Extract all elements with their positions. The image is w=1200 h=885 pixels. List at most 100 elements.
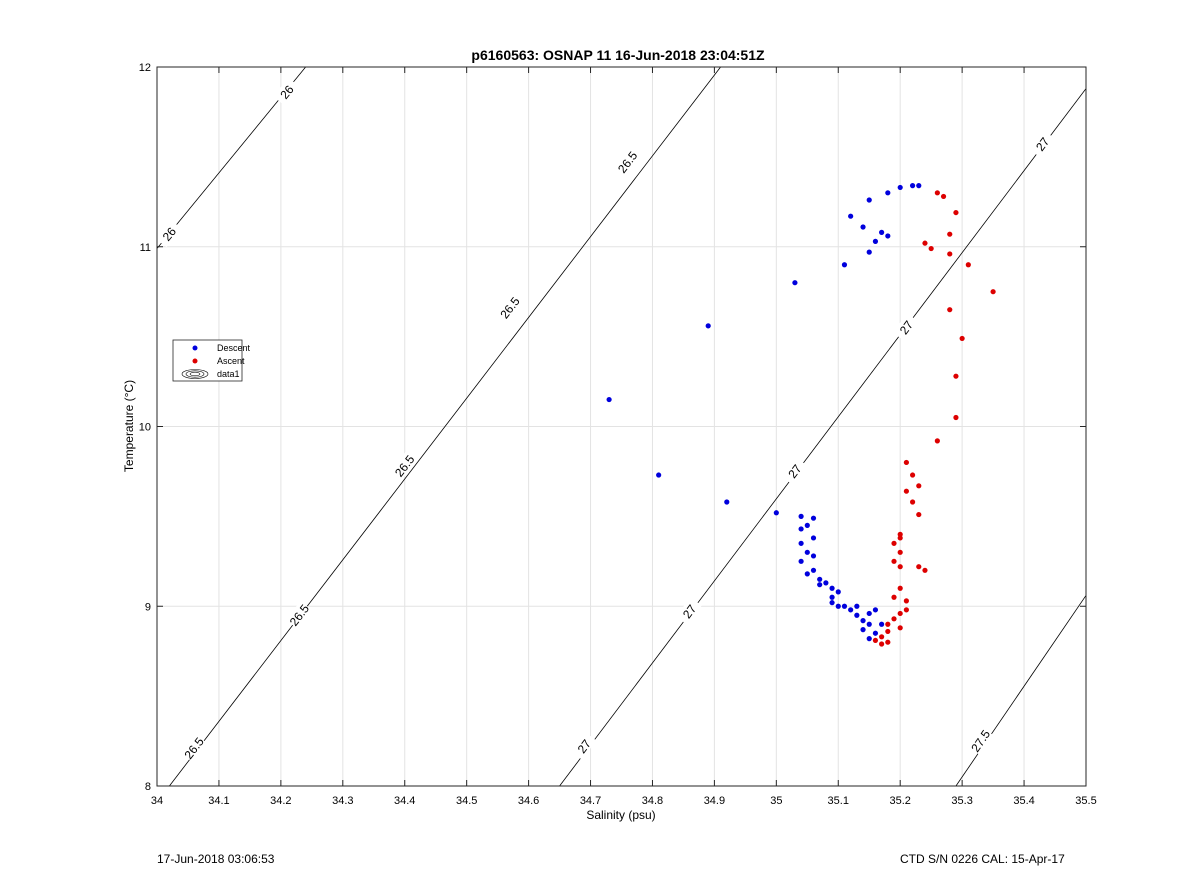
footer-timestamp: 17-Jun-2018 03:06:53 [157,852,275,866]
ascent-point [916,483,922,489]
descent-point [866,621,872,627]
descent-point [656,472,662,478]
ascent-point [916,564,922,570]
ascent-point [959,335,965,342]
density-contour-label-bg [155,219,182,248]
ascent-point [897,585,903,591]
x-tick-label: 35.1 [828,795,849,807]
descent-point [860,618,866,624]
descent-point [885,190,891,196]
ascent-point [922,240,928,246]
ascent-point [903,459,909,466]
ascent-point [897,535,903,541]
density-contour-label: 27 [781,457,807,485]
descent-point [804,571,810,577]
x-tick-label: 34.9 [704,795,725,807]
descent-point [909,183,916,189]
density-contour-label: 26 [155,219,182,248]
descent-point [879,229,885,235]
descent-point [866,249,872,255]
ascent-point [891,594,897,600]
ascent-point [885,628,891,635]
ascent-point [909,472,916,478]
descent-point [804,522,810,528]
descent-point [810,567,817,573]
descent-point [848,213,854,219]
ascent-point [903,607,909,613]
density-contour-label-bg [273,77,300,106]
y-axis-label: Temperature (°C) [122,380,136,472]
density-contour-line [559,88,1086,786]
descent-point [829,600,835,606]
descent-point [724,499,730,505]
data-points [606,183,996,647]
density-contour-line [955,595,1086,786]
descent-point [860,627,866,633]
x-tick-label: 35.2 [889,795,910,807]
x-tick-label: 35 [770,795,782,807]
ascent-point [897,610,903,617]
descent-point [705,323,711,329]
descent-point [817,576,823,582]
ascent-point [909,499,916,505]
x-axis-label: Salinity (psu) [586,808,655,822]
descent-point [773,510,779,516]
descent-point [860,224,866,230]
ascent-point [897,549,903,555]
density-contour-label: 27 [1029,129,1055,158]
descent-point [841,262,848,268]
descent-point [872,238,879,244]
ascent-point [947,251,953,257]
ascent-point [934,190,940,196]
y-tick-label: 9 [145,601,151,613]
ascent-point [953,373,959,379]
descent-point [829,585,835,591]
ascent-point [940,193,947,200]
descent-point [835,603,841,609]
descent-point [798,558,804,564]
descent-point [872,630,879,636]
ascent-point [922,567,928,573]
ascent-point [903,488,909,494]
x-tick-label: 34.1 [208,795,229,807]
x-tick-label: 34 [151,795,163,807]
density-contour-label-bg [285,600,312,629]
density-contour-label-bg [570,732,597,760]
legend-box [172,339,243,382]
density-contour-label-bg [967,726,993,755]
legend-entry-label: data1 [217,369,240,379]
ascent-point [953,209,959,216]
ascent-legend-marker [192,358,198,364]
x-tick-label: 34.2 [270,795,291,807]
x-tick-label: 34.7 [580,795,601,807]
ascent-point [891,616,897,622]
ascent-point [872,637,879,644]
ascent-point [891,558,897,564]
descent-point [823,580,829,586]
density-contour-label-bg [391,451,417,480]
contour-icon-ring [181,369,209,379]
ascent-point [953,414,959,421]
density-contour-label: 27 [676,597,702,625]
axis-ticks: 34 34.1 34.2 34.3 34.4 34.5 34.6 34.7 34.8 34.9 35… [139,62,1097,807]
y-tick-label: 11 [140,242,151,254]
legend[interactable]: Descent Ascent data1 [172,339,251,382]
descent-point [810,553,817,559]
descent-point [606,396,612,403]
chart-title: p6160563: OSNAP 11 16-Jun-2018 23:04:51Z [471,47,765,63]
descent-point [792,280,798,286]
x-tick-label: 34.5 [456,795,477,807]
contour-icon-ring [189,371,201,377]
ascent-point [897,531,903,537]
ascent-point [965,262,971,268]
ascent-point [903,598,909,604]
descent-point [804,549,810,555]
density-contour-label: 26 [273,77,300,106]
descent-point [872,607,879,613]
descent-point [798,540,804,546]
ascent-point [885,621,891,627]
density-contour-label-bg [676,597,702,625]
footer-calibration: CTD S/N 0226 CAL: 15-Apr-17 [900,852,1065,866]
ascent-point [916,511,922,518]
y-tick-label: 8 [145,781,151,793]
